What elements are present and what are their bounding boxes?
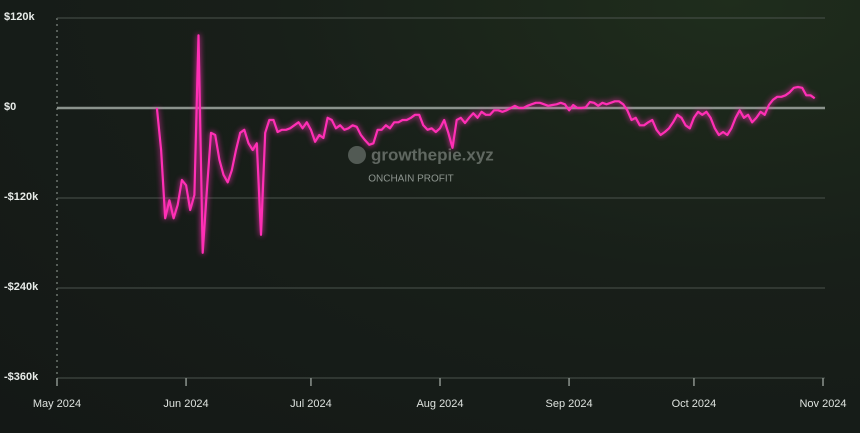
y-tick-label: $120k <box>4 11 35 23</box>
logo-icon <box>348 146 366 164</box>
x-tick-label: Aug 2024 <box>416 398 463 410</box>
x-tick-label: Sep 2024 <box>545 398 592 410</box>
x-tick-label: Jun 2024 <box>163 398 208 410</box>
x-tick-label: Oct 2024 <box>672 398 717 410</box>
watermark-text: growthepie.xyz <box>371 145 494 164</box>
watermark: growthepie.xyz <box>348 145 494 164</box>
chart-subtitle: ONCHAIN PROFIT <box>368 174 454 185</box>
line-series <box>155 34 816 254</box>
y-tick-label: -$360k <box>4 371 39 383</box>
x-tick-label: May 2024 <box>33 398 81 410</box>
y-tick-label: -$240k <box>4 281 39 293</box>
x-tick-label: Jul 2024 <box>290 398 332 410</box>
y-tick-label: $0 <box>4 101 16 113</box>
x-tick-label: Nov 2024 <box>799 398 846 410</box>
y-tick-label: -$120k <box>4 191 39 203</box>
